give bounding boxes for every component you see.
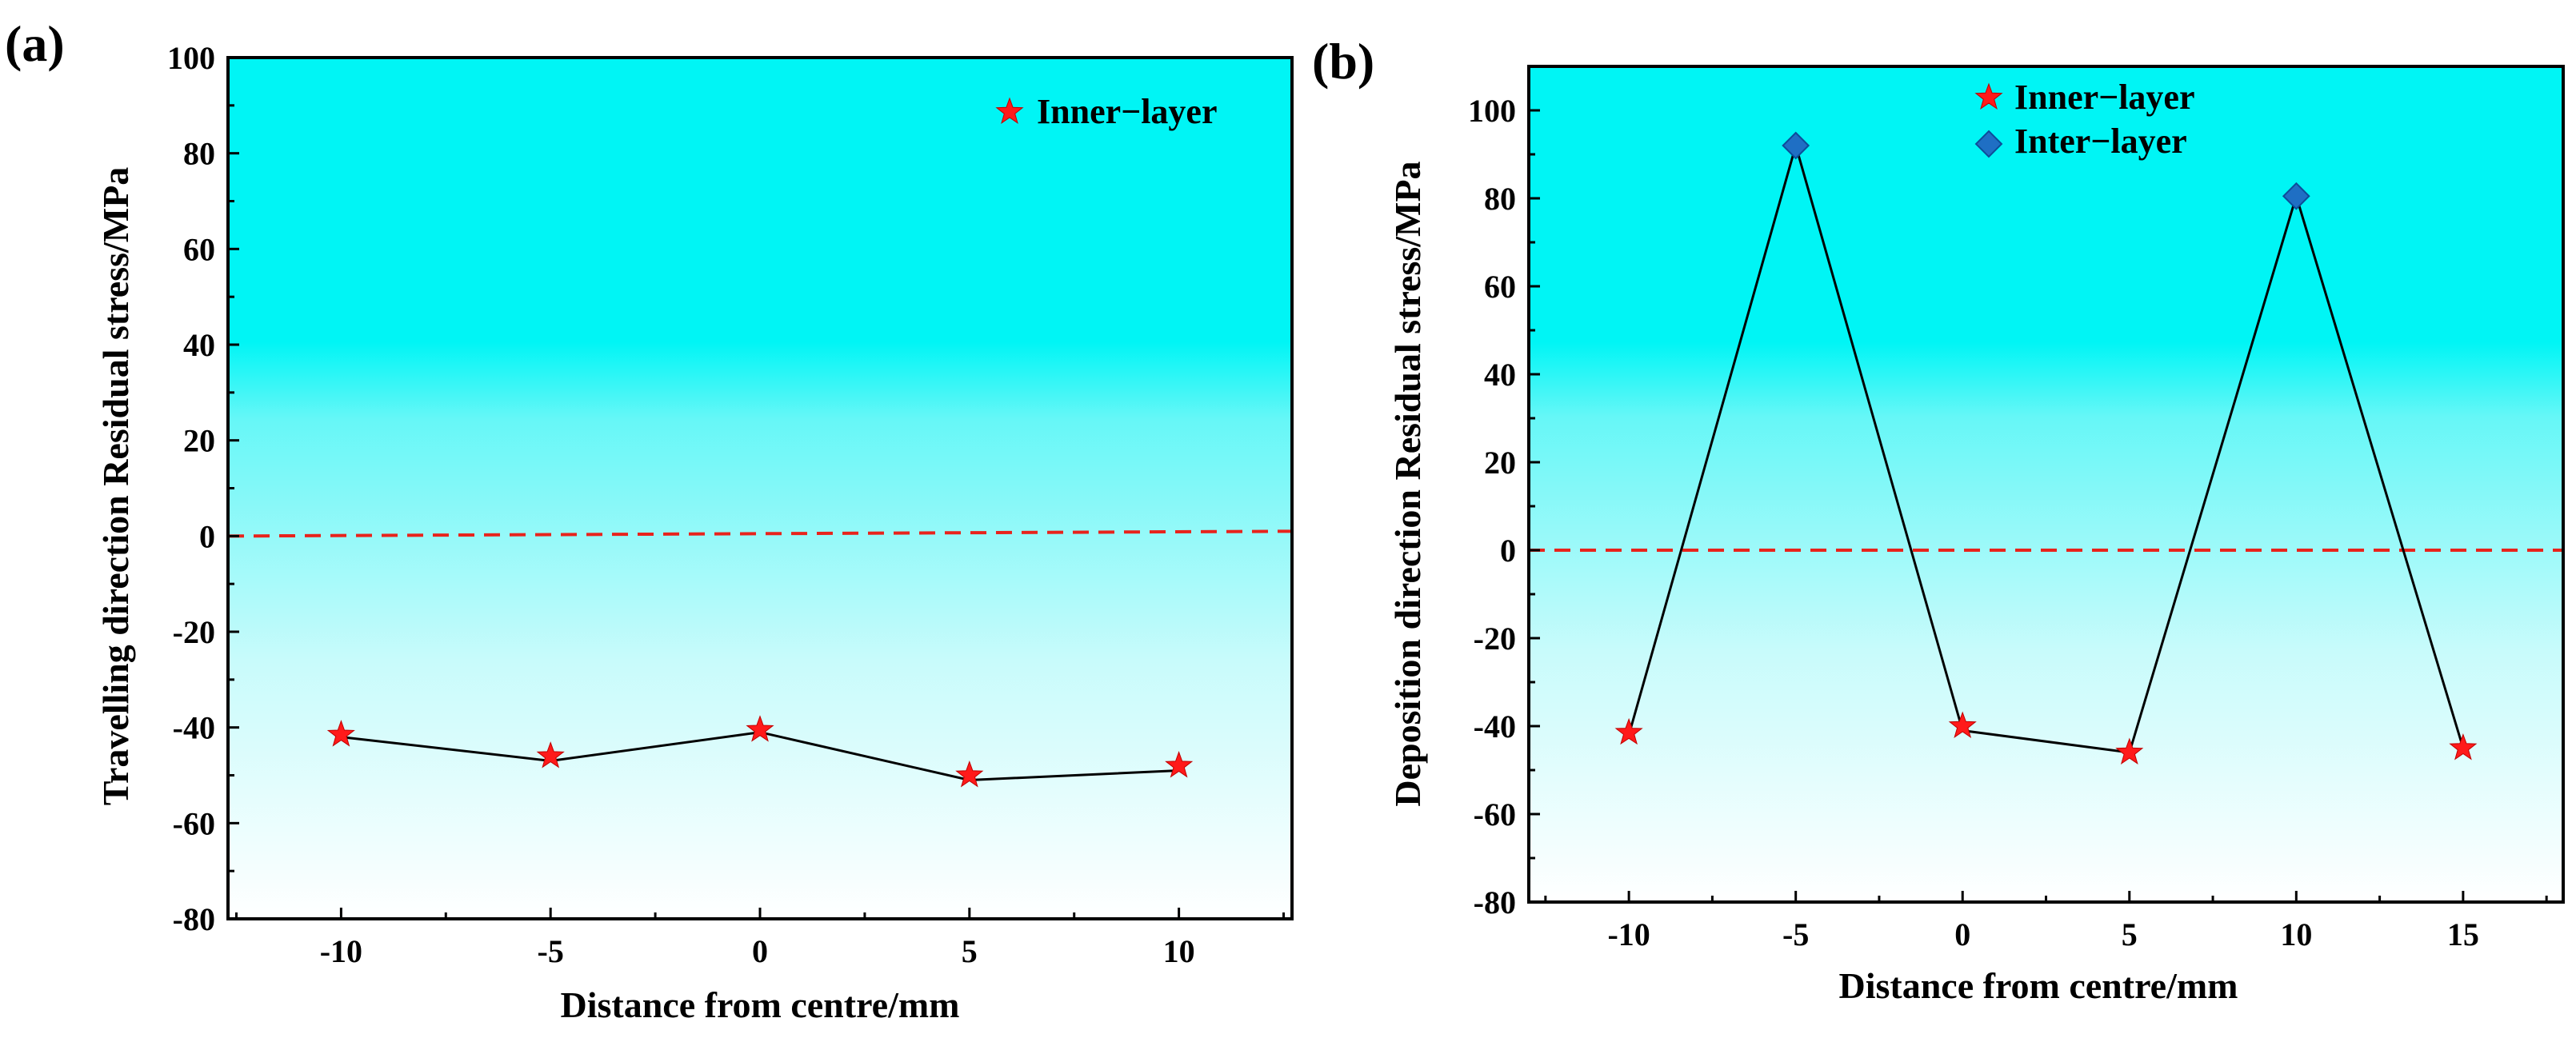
y-tick-label: -40 bbox=[1474, 709, 1516, 745]
x-tick-label: -5 bbox=[538, 933, 564, 969]
y-tick-label: -60 bbox=[173, 805, 215, 841]
legend-label-inter-layer-b: Inter−layer bbox=[2014, 122, 2187, 161]
y-axis-title-b: Deposition direction Residual stress/MPa bbox=[1387, 161, 1428, 806]
y-tick-label: 100 bbox=[1468, 93, 1516, 129]
x-axis-a: -10 -5 0 5 10 bbox=[234, 908, 1286, 969]
x-tick-label: 10 bbox=[1163, 933, 1195, 969]
y-tick-label: 40 bbox=[183, 327, 215, 363]
y-tick-label: 60 bbox=[1484, 269, 1516, 305]
y-tick-label: 0 bbox=[199, 518, 215, 554]
x-tick-label: 5 bbox=[2122, 916, 2138, 952]
legend-star-icon bbox=[1974, 82, 2003, 110]
legend-label-inner-layer-a: Inner−layer bbox=[1037, 92, 1217, 131]
star-marker bbox=[1948, 711, 1977, 738]
x-tick-label: 0 bbox=[1954, 916, 1970, 952]
panel-label-a: (a) bbox=[5, 15, 65, 72]
connecting-line bbox=[1627, 141, 2465, 754]
y-tick-label: -80 bbox=[1474, 884, 1516, 920]
data-line-b bbox=[1627, 141, 2465, 754]
x-axis-b: -10 -5 0 5 10 15 bbox=[1544, 891, 2548, 952]
star-marker bbox=[536, 741, 565, 769]
star-marker bbox=[2115, 737, 2144, 765]
plot-area-b bbox=[1529, 66, 2563, 902]
series-markers-a bbox=[326, 715, 1194, 788]
diamond-marker bbox=[1782, 131, 1810, 160]
y-tick-label: 80 bbox=[1484, 181, 1516, 217]
x-tick-label: 0 bbox=[752, 933, 768, 969]
y-tick-label: -40 bbox=[173, 710, 215, 746]
x-tick-label: -5 bbox=[1782, 916, 1809, 952]
y-tick-label: -60 bbox=[1474, 796, 1516, 832]
y-tick-label: -20 bbox=[1474, 621, 1516, 657]
y-tick-label: 40 bbox=[1484, 357, 1516, 393]
y-axis-b: -80 -60 -40 -20 0 20 40 60 80 100 bbox=[1468, 65, 1540, 920]
star-marker bbox=[1165, 751, 1194, 778]
x-tick-label: -10 bbox=[1607, 916, 1650, 952]
legend-a: Inner−layer bbox=[995, 92, 1217, 131]
y-tick-label: 80 bbox=[183, 136, 215, 172]
y-tick-label: 60 bbox=[183, 231, 215, 267]
panel-label-b: (b) bbox=[1312, 33, 1374, 90]
x-tick-label: -10 bbox=[320, 933, 362, 969]
y-tick-label: 20 bbox=[1484, 445, 1516, 481]
y-axis-title-a: Travelling direction Residual stress/MPa bbox=[95, 167, 136, 806]
y-tick-label: -20 bbox=[173, 614, 215, 650]
legend-diamond-icon bbox=[1974, 130, 2003, 158]
star-marker bbox=[326, 720, 355, 747]
legend-label-inner-layer-b: Inner−layer bbox=[2014, 78, 2194, 117]
legend-star-marker-a bbox=[995, 97, 1024, 124]
star-marker bbox=[746, 715, 774, 742]
legend-b: Inner−layer Inter−layer bbox=[1974, 78, 2194, 161]
legend-star-icon bbox=[995, 97, 1024, 124]
y-tick-label: 20 bbox=[183, 423, 215, 459]
legend-star-marker-b bbox=[1974, 82, 2003, 110]
star-marker bbox=[955, 761, 984, 788]
x-axis-title-a: Distance from centre/mm bbox=[560, 984, 959, 1025]
x-axis-title-b: Distance from centre/mm bbox=[1838, 965, 2238, 1006]
plot-area-a bbox=[228, 58, 1292, 919]
series-markers-b bbox=[1614, 131, 2478, 765]
x-tick-label: 10 bbox=[2280, 916, 2312, 952]
x-tick-label: 15 bbox=[2447, 916, 2479, 952]
y-axis-a: -80 -60 -40 -20 0 20 40 60 80 100 bbox=[167, 40, 239, 937]
star-marker bbox=[1614, 717, 1643, 745]
y-tick-label: -80 bbox=[173, 901, 215, 937]
panel-b: (b) -80 -60 -40 -20 0 20 40 60 80 100 -10 -5 0 5 10 15… bbox=[1312, 33, 2565, 1006]
star-marker bbox=[2449, 733, 2478, 761]
panel-a: (a) -80 -60 -40 -20 0 20 40 60 80 100 -10 -5 0 5 10 D… bbox=[5, 15, 1294, 1025]
y-tick-label: 0 bbox=[1500, 533, 1516, 569]
y-tick-label: 100 bbox=[167, 40, 215, 76]
diamond-marker bbox=[2282, 182, 2310, 210]
x-tick-label: 5 bbox=[962, 933, 978, 969]
legend-diamond-marker-b bbox=[1974, 130, 2003, 158]
